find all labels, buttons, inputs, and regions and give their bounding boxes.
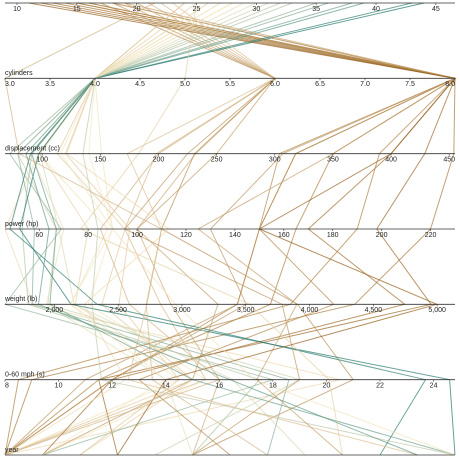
tick-label: 5,000	[428, 307, 446, 314]
tick-label: 4,500	[365, 307, 383, 314]
tick-label: 40	[372, 6, 380, 13]
tick-label: 7.5	[405, 81, 415, 88]
tick-label: 120	[180, 232, 192, 239]
tick-label: 2,000	[46, 307, 64, 314]
tick-label: 150	[95, 157, 107, 164]
tick-label: 140	[229, 232, 241, 239]
axis-label: year	[5, 447, 19, 454]
tick-label: 24	[430, 383, 438, 390]
tick-label: 18	[269, 383, 277, 390]
tick-label: 45	[432, 6, 440, 13]
tick-label: 5.0	[180, 81, 190, 88]
tick-label: 100	[36, 157, 48, 164]
tick-label: 25	[193, 6, 201, 13]
tick-label: 60	[35, 232, 43, 239]
tick-label: 7.0	[360, 81, 370, 88]
tick-label: 6.5	[315, 81, 325, 88]
tick-label: 4.5	[135, 81, 145, 88]
axis-label: weight (lb)	[4, 296, 37, 303]
tick-label: 80	[84, 232, 92, 239]
tick-label: 22	[376, 383, 384, 390]
tick-label: 3,500	[237, 307, 255, 314]
tick-label: 3.5	[45, 81, 55, 88]
axis-label: 0-60 mph (s)	[5, 372, 45, 379]
tick-label: 30	[252, 6, 260, 13]
tick-label: 15	[73, 6, 81, 13]
tick-label: 12	[108, 383, 116, 390]
tick-label: 200	[376, 232, 388, 239]
tick-label: 100	[131, 232, 143, 239]
tick-label: 5.5	[225, 81, 235, 88]
tick-label: 400	[385, 157, 397, 164]
tick-label: 250	[211, 157, 223, 164]
tick-label: 8	[5, 383, 9, 390]
tick-label: 20	[133, 6, 141, 13]
tick-label: 20	[323, 383, 331, 390]
tick-label: 3.0	[5, 81, 15, 88]
tick-label: 35	[312, 6, 320, 13]
tick-label: 4.0	[90, 81, 100, 88]
axis-label: power (hp)	[5, 221, 38, 228]
tick-label: 10	[55, 383, 63, 390]
tick-label: 220	[425, 232, 437, 239]
axis-label: cylinders	[5, 70, 33, 77]
tick-label: 4,000	[301, 307, 319, 314]
tick-label: 6.0	[270, 81, 280, 88]
tick-label: 180	[327, 232, 339, 239]
axis-label: displacement (cc)	[5, 146, 60, 153]
tick-label: 3,000	[173, 307, 191, 314]
tick-label: 2,500	[109, 307, 127, 314]
tick-label: 10	[13, 6, 21, 13]
tick-label: 16	[215, 383, 223, 390]
tick-label: 160	[278, 232, 290, 239]
tick-label: 8.0	[445, 81, 455, 88]
tick-label: 200	[153, 157, 165, 164]
tick-label: 14	[162, 383, 170, 390]
tick-label: 450	[443, 157, 455, 164]
tick-label: 300	[269, 157, 281, 164]
tick-label: 350	[327, 157, 339, 164]
